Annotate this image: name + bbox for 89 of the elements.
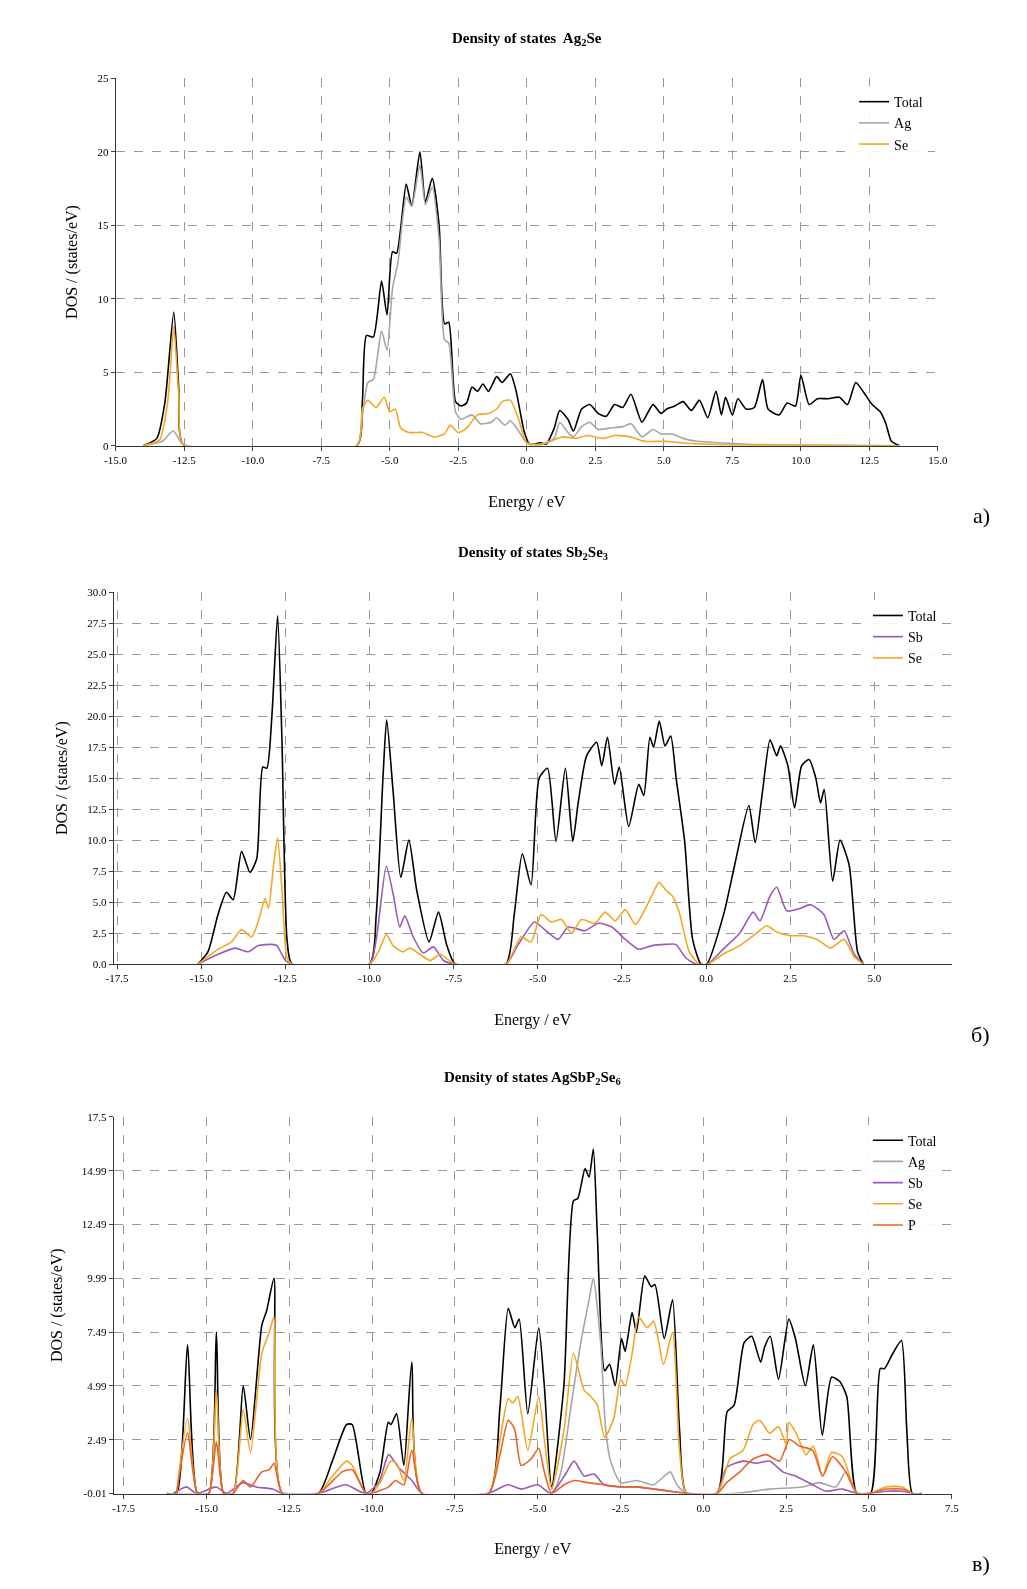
y-tick-label: 30.0 [87, 585, 107, 598]
x-tick-label: -10.0 [241, 453, 265, 466]
x-tick-label: 2.5 [783, 972, 798, 985]
x-axis-title: Energy / eV [494, 1540, 572, 1559]
x-axis-title: Energy / eV [494, 1011, 572, 1030]
y-tick-label: 12.5 [87, 803, 107, 816]
x-tick-label: -17.5 [112, 1501, 136, 1514]
x-tick-label: 0.0 [519, 453, 535, 466]
y-tick-label: 12.49 [81, 1218, 107, 1231]
line-series [197, 865, 865, 965]
x-tick-label: 5.0 [657, 453, 672, 466]
y-tick-label: -0.01 [83, 1487, 107, 1500]
x-tick-label: -10.0 [360, 1501, 385, 1514]
legend-label: Se [894, 137, 909, 153]
x-tick-label: -5.0 [381, 453, 399, 466]
y-tick-label: 20.0 [87, 709, 107, 722]
y-tick-label: 0.0 [92, 958, 107, 971]
chart-title: Density of states Sb$_{2}$Se$_{3}$ [458, 544, 609, 563]
y-tick-label: 7.49 [87, 1326, 107, 1339]
x-tick-label: -12.5 [273, 972, 298, 985]
text: а) [973, 503, 991, 528]
x-tick-label: -12.5 [277, 1501, 302, 1514]
x-tick-label: -10.0 [358, 972, 382, 985]
x-tick-label: 10.0 [791, 453, 812, 466]
y-tick-label: 4.99 [87, 1379, 107, 1392]
y-tick-label: 9.99 [87, 1272, 107, 1285]
y-tick-label: 17.5 [87, 740, 107, 753]
legend-label: Se [907, 1197, 922, 1213]
x-tick-label: 7.5 [725, 453, 740, 466]
text: б) [971, 1022, 990, 1047]
legend-label: Total [907, 608, 937, 624]
y-tick-label: 15 [97, 219, 109, 232]
y-axis-title: DOS / (states/eV) [63, 205, 82, 319]
x-tick-label: 2.5 [779, 1501, 794, 1514]
x-tick-label: 5.0 [867, 972, 882, 985]
y-tick-label: 7.5 [92, 865, 107, 878]
x-tick-label: -7.5 [444, 972, 463, 985]
x-tick-label: -15.0 [194, 1501, 219, 1514]
x-tick-label: -12.5 [172, 453, 197, 466]
y-tick-label: 25 [97, 72, 109, 85]
line-series [175, 1419, 914, 1494]
legend-label: Sb [907, 630, 923, 646]
legend-label: Total [907, 1133, 937, 1149]
y-tick-label: 5 [102, 366, 109, 379]
y-tick-label: 17.5 [87, 1110, 107, 1123]
y-tick-label: 5.0 [92, 896, 107, 909]
x-tick-label: 0.0 [696, 1501, 711, 1514]
x-tick-label: 2.5 [588, 453, 603, 466]
x-tick-label: -2.5 [613, 972, 632, 985]
chart-title: Density of states AgSbP$_{2}$Se$_{6}$ [444, 1069, 621, 1088]
text: в) [972, 1551, 990, 1576]
x-tick-label: -7.5 [446, 1501, 465, 1514]
x-tick-label: 0.0 [699, 972, 714, 985]
y-tick-label: 27.5 [87, 616, 107, 629]
x-tick-label: 7.5 [944, 1501, 960, 1514]
x-tick-label: -2.5 [611, 1501, 630, 1514]
y-tick-label: 14.99 [81, 1164, 107, 1177]
y-axis-title: DOS / (states/eV) [47, 1248, 66, 1363]
legend-label: Ag [907, 1154, 926, 1170]
line-series [175, 1316, 914, 1494]
x-tick-label: -5.0 [528, 1501, 547, 1514]
y-tick-label: 22.5 [87, 678, 107, 691]
legend-label: P [907, 1218, 916, 1234]
legend-label: Total [894, 95, 923, 111]
y-tick-label: 15.0 [87, 772, 107, 784]
x-tick-label: -15.0 [104, 453, 128, 466]
y-tick-label: 10.0 [87, 834, 107, 847]
x-tick-label: -5.0 [529, 972, 547, 985]
y-tick-label: 0 [102, 439, 109, 452]
x-tick-label: -17.5 [105, 972, 130, 985]
y-tick-label: 2.49 [87, 1433, 107, 1446]
x-tick-label: -2.5 [449, 453, 468, 466]
x-tick-label: 15.0 [928, 453, 949, 466]
y-tick-label: 2.5 [92, 927, 107, 940]
x-tick-label: 12.5 [859, 453, 880, 466]
line-series [197, 614, 865, 965]
legend-label: Se [907, 651, 922, 667]
x-tick-label: -7.5 [312, 453, 331, 466]
y-tick-label: 25.0 [87, 647, 107, 660]
legend-label: Sb [907, 1176, 923, 1192]
y-tick-label: 20 [97, 145, 109, 158]
line-series [197, 836, 865, 965]
y-axis-title: DOS / (states/eV) [53, 721, 72, 836]
legend-label: Ag [894, 116, 912, 132]
x-tick-label: -15.0 [189, 972, 214, 985]
x-tick-label: 5.0 [862, 1501, 877, 1514]
x-axis-title: Energy / eV [488, 492, 566, 511]
chart-title: Density of states Ag$_{2}$Se [452, 30, 602, 49]
y-tick-label: 10 [97, 292, 109, 305]
